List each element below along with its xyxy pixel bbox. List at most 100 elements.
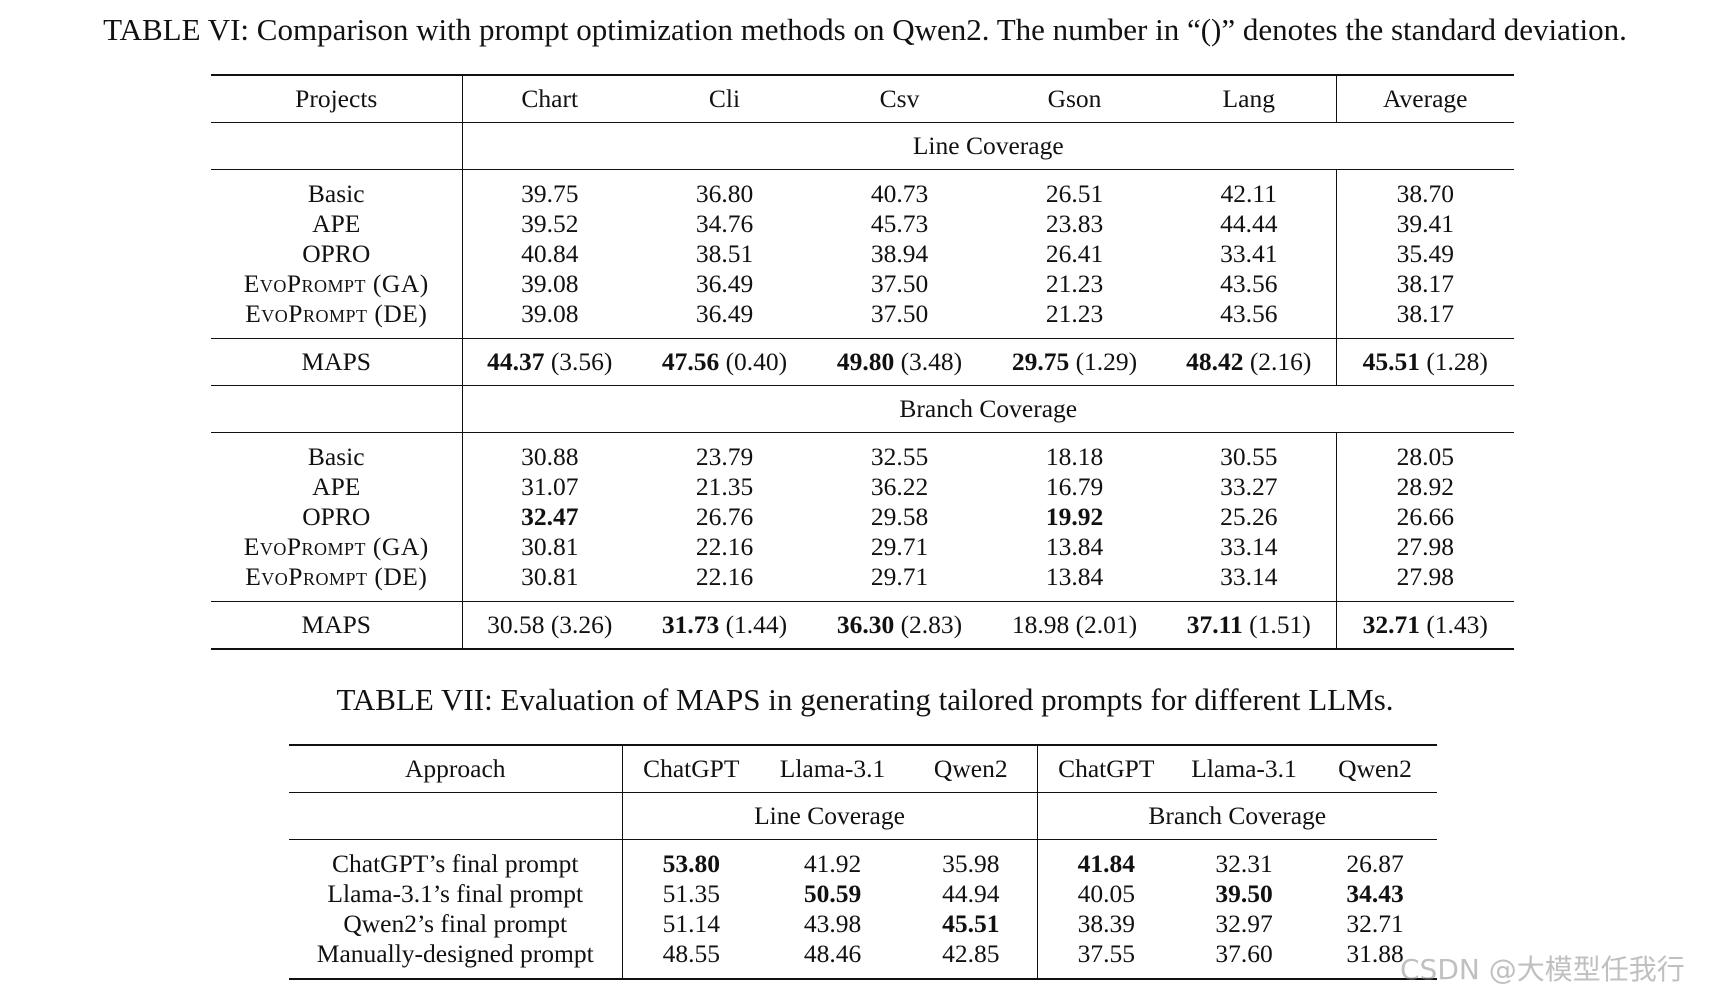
data-cell: 37.55 <box>1037 939 1175 980</box>
data-cell: 44.94 <box>905 879 1038 909</box>
data-cell: 28.92 <box>1336 472 1514 502</box>
std-dev: (1.51) <box>1249 610 1311 639</box>
cell-value: 42.11 <box>1220 179 1277 208</box>
method-name: EvoPrompt (DE) <box>211 562 463 602</box>
data-cell: 38.17 <box>1336 269 1514 299</box>
cell-value: 51.14 <box>662 909 720 938</box>
data-cell: 21.35 <box>637 472 812 502</box>
data-cell: 36.80 <box>637 170 812 210</box>
data-cell: 45.73 <box>812 209 987 239</box>
header-row: Projects Chart Cli Csv Gson Lang Average <box>211 74 1514 123</box>
data-cell: 29.71 <box>812 532 987 562</box>
std-dev: (1.28) <box>1426 347 1488 376</box>
maps-row: MAPS 30.58 (3.26) 31.73 (1.44) 36.30 (2.83)… <box>211 601 1514 650</box>
cell-value: 38.51 <box>695 239 754 268</box>
data-cell: 39.75 <box>462 170 637 210</box>
std-dev: (1.29) <box>1075 347 1138 376</box>
cell-value: 35.49 <box>1396 239 1454 268</box>
std-dev: (3.48) <box>900 347 963 376</box>
group-title: Line Coverage <box>622 792 1038 840</box>
data-cell: 23.79 <box>637 433 812 473</box>
cell-value: 27.98 <box>1396 532 1454 561</box>
llm-evaluation-table: Approach ChatGPT Llama-3.1 Qwen2 ChatGPT Llam… <box>289 744 1437 980</box>
data-cell: 44.37 (3.56) <box>462 338 637 386</box>
data-cell: 32.71 <box>1313 909 1437 939</box>
cell-value: 23.83 <box>1045 209 1104 238</box>
table6-caption: TABLE VI: Comparison with prompt optimiz… <box>103 12 1627 47</box>
data-cell: 33.14 <box>1162 562 1337 602</box>
data-cell: 38.17 <box>1336 299 1514 339</box>
cell-value: 48.55 <box>662 939 720 968</box>
method-name: MAPS <box>211 338 463 386</box>
std-dev: (1.44) <box>725 610 788 639</box>
std-dev: (2.83) <box>900 610 963 639</box>
cell-value: 29.71 <box>870 562 929 591</box>
data-cell: 48.46 <box>760 939 905 980</box>
cell-value: 36.49 <box>695 269 754 298</box>
data-cell: 21.23 <box>987 299 1162 339</box>
cell-value: 26.66 <box>1396 502 1454 531</box>
watermark: CSDN @大模型任我行 <box>1400 953 1685 986</box>
cell-value: 26.76 <box>695 502 754 531</box>
column-header: Approach <box>289 744 623 793</box>
approach-name: Llama-3.1’s final prompt <box>289 879 623 909</box>
cell-value: 21.35 <box>695 472 754 501</box>
data-cell: 44.44 <box>1162 209 1337 239</box>
data-cell: 21.23 <box>987 269 1162 299</box>
table-row: APE 39.52 34.76 45.73 23.83 44.44 39.41 <box>211 209 1514 239</box>
data-cell: 26.76 <box>637 502 812 532</box>
data-cell: 45.51 (1.28) <box>1336 338 1514 386</box>
cell-value: 43.98 <box>803 909 862 938</box>
data-cell: 36.49 <box>637 299 812 339</box>
group-row: Line Coverage Branch Coverage <box>289 792 1437 840</box>
data-cell: 41.84 <box>1037 840 1175 880</box>
data-cell: 51.14 <box>622 909 760 939</box>
column-header: Gson <box>987 74 1162 123</box>
method-name: MAPS <box>211 601 463 650</box>
cell-value: 48.42 <box>1186 347 1244 376</box>
data-cell: 13.84 <box>987 562 1162 602</box>
data-cell: 36.30 (2.83) <box>812 601 987 650</box>
method-name: APE <box>211 472 463 502</box>
data-cell: 33.41 <box>1162 239 1337 269</box>
cell-value: 33.27 <box>1220 472 1278 501</box>
data-cell: 43.56 <box>1162 269 1337 299</box>
method-name: EvoPrompt (DE) <box>211 299 463 339</box>
data-cell: 29.71 <box>812 562 987 602</box>
data-cell: 35.49 <box>1336 239 1514 269</box>
data-cell: 38.51 <box>637 239 812 269</box>
cell-value: 18.18 <box>1045 442 1104 471</box>
cell-value: 30.81 <box>521 562 579 591</box>
column-header: Qwen2 <box>905 744 1038 793</box>
cell-value: 39.08 <box>521 299 579 328</box>
table7-caption: TABLE VII: Evaluation of MAPS in generat… <box>336 682 1394 717</box>
cell-value: 26.41 <box>1045 239 1104 268</box>
data-cell: 29.75 (1.29) <box>987 338 1162 386</box>
cell-value: 37.50 <box>870 269 929 298</box>
table-row: EvoPrompt (GA) 39.08 36.49 37.50 21.23 43.56 3… <box>211 269 1514 299</box>
data-cell: 41.92 <box>760 840 905 880</box>
table-row: Manually-designed prompt 48.55 48.46 42.85 3… <box>289 939 1437 980</box>
method-name: EvoPrompt (GA) <box>211 269 463 299</box>
data-cell: 34.43 <box>1313 879 1437 909</box>
cell-value: 34.43 <box>1346 879 1404 908</box>
data-cell: 22.16 <box>637 532 812 562</box>
cell-value: 16.79 <box>1045 472 1104 501</box>
approach-name: ChatGPT’s final prompt <box>289 839 623 879</box>
data-cell: 28.05 <box>1336 433 1514 473</box>
method-name: EvoPrompt (GA) <box>211 532 463 562</box>
data-cell: 26.66 <box>1336 502 1514 532</box>
cell-value: 32.55 <box>870 442 929 471</box>
data-cell: 40.73 <box>812 170 987 210</box>
std-dev: (2.01) <box>1075 610 1138 639</box>
data-cell: 39.50 <box>1175 879 1313 909</box>
cell-value: 44.37 <box>487 347 545 376</box>
table-row: OPRO 40.84 38.51 38.94 26.41 33.41 35.49 <box>211 239 1514 269</box>
cell-value: 39.75 <box>521 179 579 208</box>
data-cell: 31.88 <box>1313 939 1437 980</box>
cell-value: 33.14 <box>1220 532 1278 561</box>
cell-value: 36.22 <box>870 472 929 501</box>
data-cell: 27.98 <box>1336 532 1514 562</box>
data-cell: 31.07 <box>462 472 637 502</box>
empty-cell <box>211 122 463 170</box>
